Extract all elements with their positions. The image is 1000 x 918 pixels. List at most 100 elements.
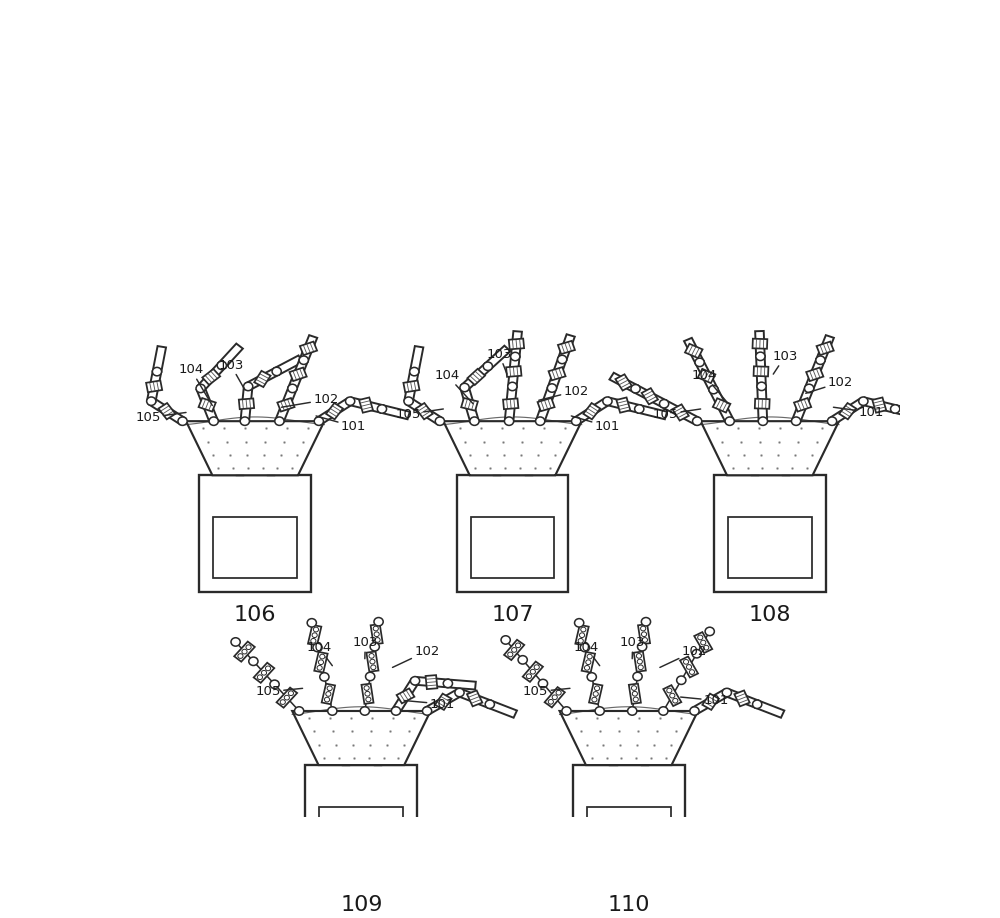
Bar [305, 765, 417, 882]
Circle shape [483, 362, 492, 371]
Circle shape [377, 405, 387, 413]
Polygon shape [404, 371, 419, 402]
Circle shape [196, 385, 205, 393]
Polygon shape [755, 331, 765, 356]
Circle shape [547, 384, 557, 392]
Circle shape [698, 635, 703, 640]
Polygon shape [397, 688, 414, 703]
Polygon shape [403, 381, 419, 392]
Bar [213, 518, 297, 578]
Text: 109: 109 [340, 895, 383, 915]
Circle shape [701, 640, 706, 645]
Polygon shape [458, 688, 491, 708]
Text: 103: 103 [772, 350, 798, 375]
Polygon shape [316, 398, 353, 424]
Circle shape [422, 707, 432, 715]
Circle shape [575, 619, 584, 627]
Circle shape [637, 659, 642, 664]
Circle shape [320, 673, 329, 681]
Polygon shape [503, 398, 518, 409]
Polygon shape [752, 339, 767, 349]
Polygon shape [589, 684, 602, 704]
Polygon shape [684, 338, 703, 364]
Polygon shape [574, 398, 610, 424]
Text: 102: 102 [660, 644, 707, 667]
Polygon shape [506, 366, 521, 377]
Circle shape [152, 367, 162, 375]
Polygon shape [147, 371, 161, 402]
Polygon shape [349, 397, 383, 413]
Polygon shape [254, 371, 271, 387]
Polygon shape [894, 405, 923, 420]
Text: 105: 105 [256, 686, 303, 699]
Circle shape [324, 698, 330, 702]
Circle shape [366, 697, 371, 701]
Polygon shape [462, 364, 491, 390]
Circle shape [709, 386, 718, 394]
Circle shape [641, 632, 647, 636]
Circle shape [641, 618, 651, 626]
Polygon shape [460, 386, 479, 422]
Polygon shape [575, 625, 589, 645]
Circle shape [242, 649, 247, 654]
Circle shape [526, 674, 532, 678]
Polygon shape [511, 331, 522, 357]
Circle shape [695, 358, 704, 366]
Circle shape [891, 405, 900, 413]
Polygon shape [713, 398, 730, 412]
Circle shape [562, 707, 571, 715]
Polygon shape [199, 398, 216, 411]
Circle shape [791, 417, 801, 425]
Polygon shape [435, 694, 452, 710]
Polygon shape [606, 397, 640, 413]
Polygon shape [488, 700, 517, 718]
Polygon shape [694, 633, 712, 653]
Circle shape [758, 417, 767, 425]
Polygon shape [558, 341, 575, 354]
Circle shape [633, 697, 638, 701]
Polygon shape [616, 397, 630, 413]
Circle shape [147, 397, 156, 406]
Circle shape [692, 650, 701, 658]
Circle shape [272, 367, 281, 375]
Circle shape [249, 657, 258, 666]
Polygon shape [246, 368, 279, 390]
Polygon shape [642, 388, 658, 404]
Polygon shape [615, 375, 632, 390]
Bar [471, 518, 554, 578]
Circle shape [346, 397, 355, 406]
Circle shape [594, 686, 600, 690]
Circle shape [261, 670, 267, 675]
Polygon shape [701, 421, 839, 476]
Text: 107: 107 [491, 605, 534, 625]
Text: 102: 102 [393, 644, 440, 667]
Circle shape [693, 417, 702, 425]
Bar [728, 518, 812, 578]
Circle shape [515, 643, 521, 648]
Polygon shape [806, 367, 823, 381]
Circle shape [288, 691, 293, 696]
Circle shape [231, 638, 240, 646]
Circle shape [592, 698, 597, 702]
Polygon shape [872, 397, 886, 413]
Polygon shape [234, 642, 255, 662]
Circle shape [370, 643, 379, 651]
Polygon shape [392, 678, 419, 713]
Polygon shape [757, 386, 767, 421]
Polygon shape [794, 398, 811, 411]
Polygon shape [504, 640, 524, 660]
Text: 101: 101 [571, 416, 620, 433]
Circle shape [508, 382, 517, 391]
Text: 105: 105 [523, 686, 570, 699]
Polygon shape [300, 341, 317, 355]
Circle shape [360, 707, 369, 715]
Circle shape [320, 655, 325, 659]
Circle shape [288, 385, 297, 393]
Text: 104: 104 [435, 369, 473, 404]
Circle shape [595, 707, 604, 715]
Circle shape [244, 382, 253, 391]
Circle shape [295, 707, 304, 715]
Bar [587, 807, 671, 868]
Polygon shape [583, 403, 600, 420]
Circle shape [512, 647, 517, 653]
